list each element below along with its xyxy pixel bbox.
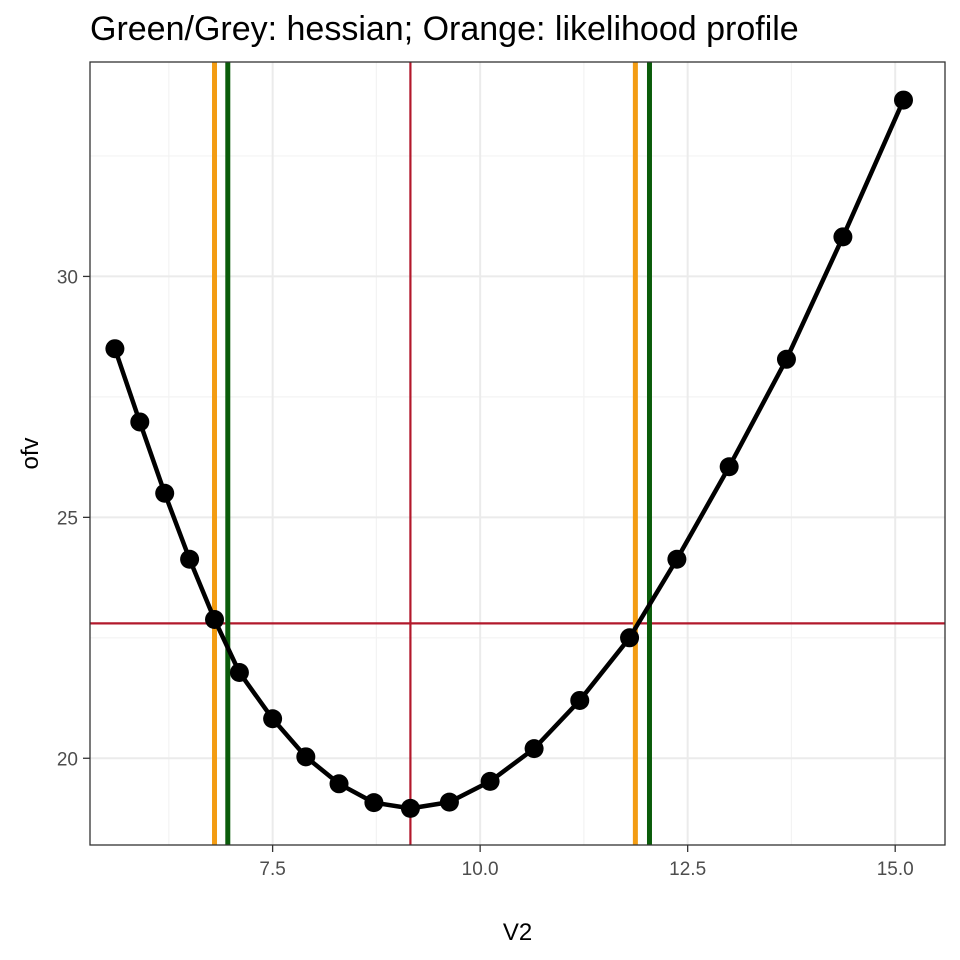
data-point (480, 771, 500, 791)
data-point (620, 628, 640, 648)
x-tick-label: 7.5 (259, 859, 285, 880)
y-axis-title: ofv (17, 437, 44, 469)
data-point (329, 774, 349, 794)
data-point (130, 412, 150, 432)
data-point (180, 549, 200, 569)
data-point (364, 793, 384, 813)
grid (90, 62, 945, 845)
x-tick-label: 10.0 (462, 859, 499, 880)
data-point (667, 549, 687, 569)
data-point (719, 457, 739, 477)
y-tick-label: 25 (57, 508, 78, 529)
data-point (263, 709, 283, 729)
series-line (112, 99, 906, 811)
series (105, 90, 913, 818)
data-point (570, 690, 590, 710)
panel-border (89, 61, 946, 846)
data-point (893, 90, 913, 110)
data-point (205, 609, 225, 629)
data-point (439, 792, 459, 812)
data-point (524, 739, 544, 759)
data-point (155, 483, 175, 503)
data-point (229, 662, 249, 682)
data-point (296, 747, 316, 767)
y-tick-label: 30 (57, 267, 78, 288)
y-tick-label: 20 (57, 749, 78, 770)
reference-lines (90, 62, 945, 845)
x-tick-label: 12.5 (669, 859, 706, 880)
chart-title: Green/Grey: hessian; Orange: likelihood … (90, 10, 799, 48)
data-point (105, 339, 125, 359)
x-axis-title: V2 (503, 919, 532, 946)
axis-ticks: 7.5 10.0 12.5 15.0 20 25 30 (57, 267, 914, 880)
data-point (833, 227, 853, 247)
data-point (400, 798, 420, 818)
data-point (776, 349, 796, 369)
x-tick-label: 15.0 (877, 859, 914, 880)
